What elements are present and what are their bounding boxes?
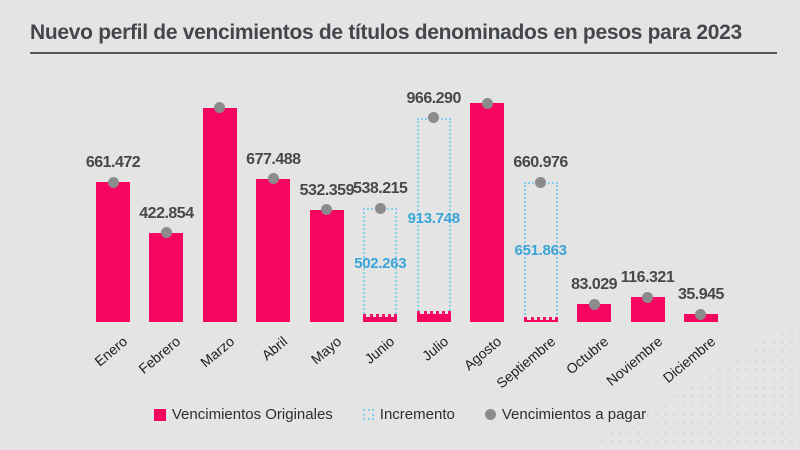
pink-square-swatch-icon	[153, 408, 166, 421]
month-label-febrero: Febrero	[135, 333, 184, 377]
month-label-enero: Enero	[91, 333, 131, 370]
pay-dot-mayo	[321, 204, 333, 216]
title-underline	[30, 52, 777, 54]
value-label-diciembre: 35.945	[677, 286, 724, 304]
bar-octubre	[577, 304, 612, 322]
bar-enero	[96, 182, 130, 322]
gray-dot-swatch-icon	[484, 409, 496, 420]
pay-dot-junio	[374, 202, 386, 214]
bar-agosto	[470, 103, 505, 322]
bar-febrero	[149, 232, 184, 322]
legend-item-a-pagar: Vencimientos a pagar	[484, 406, 647, 423]
bar-marzo	[202, 107, 237, 322]
pay-dot-enero	[107, 176, 119, 188]
month-label-abril: Abril	[258, 333, 291, 364]
bar-mayo	[309, 209, 344, 322]
pay-dot-octubre	[588, 298, 600, 310]
value-label-septiembre: 660.976	[513, 154, 568, 172]
legend-label-a-pagar: Vencimientos a pagar	[501, 406, 647, 423]
value-label-junio: 538.215	[353, 180, 408, 198]
value-label-noviembre: 116.321	[620, 269, 675, 287]
pay-dot-abril	[267, 173, 279, 185]
month-label-noviembre: Noviembre	[602, 333, 665, 389]
pay-dot-noviembre	[642, 291, 653, 303]
pay-dot-agosto	[481, 97, 493, 109]
pay-dot-septiembre	[535, 176, 547, 188]
plot-area: 661.472 Enero 422.854 Febrero Marzo 677.488 Ab…	[0, 60, 800, 391]
month-label-marzo: Marzo	[197, 333, 238, 371]
pay-dot-febrero	[160, 227, 172, 239]
value-label-mayo: 532.359	[299, 181, 355, 199]
value-label-febrero: 422.854	[139, 204, 194, 222]
legend: Vencimientos Originales Incremento Venci…	[0, 406, 800, 423]
bar-julio	[416, 310, 451, 322]
value-label-enero: 661.472	[85, 154, 141, 172]
increment-label-junio: 502.263	[354, 255, 407, 273]
month-label-mayo: Mayo	[307, 333, 345, 368]
month-label-agosto: Agosto	[460, 333, 505, 374]
chart-title: Nuevo perfil de vencimientos de títulos …	[30, 21, 742, 44]
legend-label-incremento: Incremento	[379, 406, 455, 423]
legend-item-originales: Vencimientos Originales	[153, 406, 333, 423]
increment-label-julio: 913.748	[407, 209, 460, 227]
value-label-abril: 677.488	[246, 150, 301, 168]
month-label-junio: Junio	[361, 333, 398, 367]
pay-dot-diciembre	[695, 308, 707, 320]
pay-dot-julio	[428, 112, 440, 124]
value-label-octubre: 83.029	[571, 276, 618, 294]
bar-abril	[256, 178, 291, 322]
bar-septiembre	[523, 317, 558, 322]
legend-item-incremento: Incremento	[362, 406, 455, 423]
month-label-octubre: Octubre	[562, 333, 612, 378]
bar-junio	[363, 314, 398, 322]
legend-label-originales: Vencimientos Originales	[171, 406, 333, 423]
increment-label-septiembre: 651.863	[514, 242, 567, 260]
month-label-julio: Julio	[418, 333, 451, 364]
value-label-julio: 966.290	[406, 89, 462, 107]
dashed-square-swatch-icon	[362, 409, 374, 420]
pay-dot-marzo	[214, 102, 226, 114]
